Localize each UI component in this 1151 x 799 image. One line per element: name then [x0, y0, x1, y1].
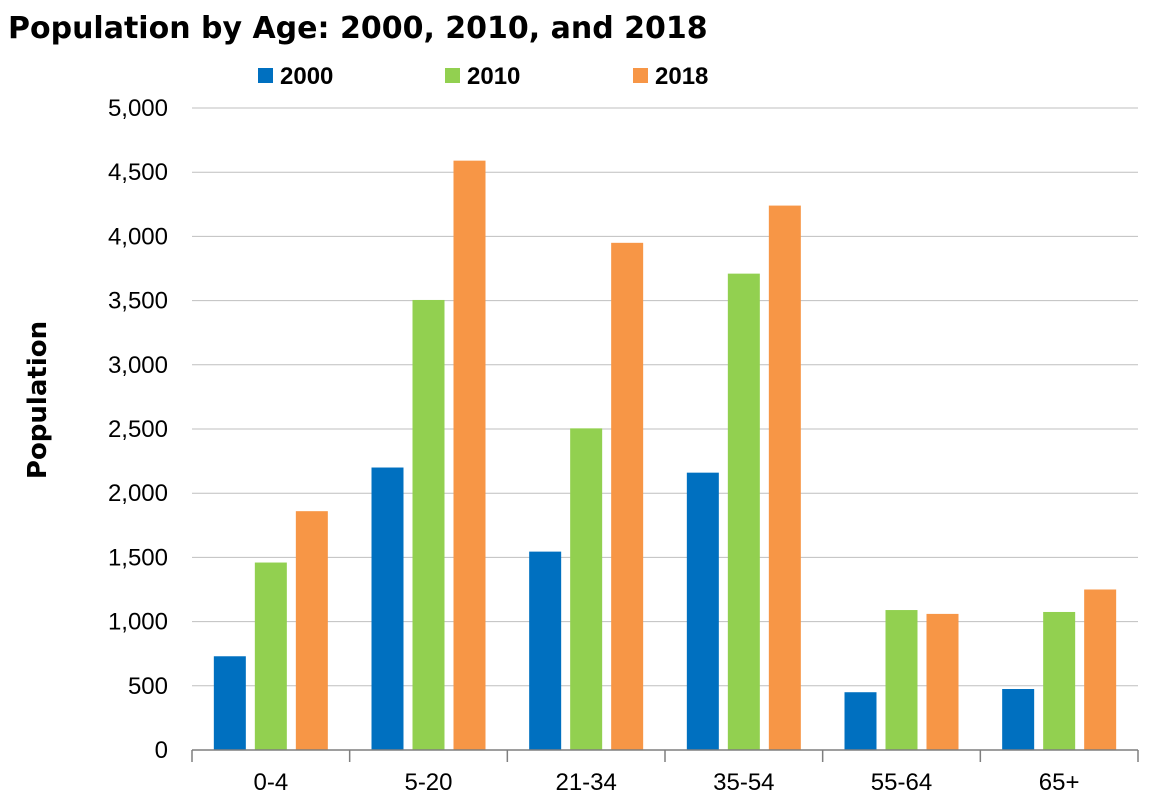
y-tick-label: 1,000: [108, 609, 168, 636]
y-tick-label: 500: [128, 673, 168, 700]
bar-2000-21-34: [529, 551, 562, 750]
bar-2010-55-64: [885, 610, 918, 750]
bar-2010-5-20: [412, 299, 445, 750]
x-axis: [191, 749, 1139, 762]
y-tick-label: 5,000: [108, 95, 168, 122]
y-tick-label: 3,500: [108, 288, 168, 315]
bar-2018-65+: [1084, 589, 1117, 750]
x-tick-label: 55-64: [871, 769, 932, 796]
bar-2000-0-4: [213, 656, 246, 750]
bar-2018-0-4: [295, 511, 328, 750]
y-tick-label: 2,500: [108, 416, 168, 443]
bars: [213, 160, 1117, 751]
bar-2018-55-64: [926, 613, 959, 750]
bar-2000-65+: [1002, 689, 1035, 750]
x-tick-label: 5-20: [404, 769, 452, 796]
gridlines: [192, 107, 1138, 687]
y-tick-label: 4,000: [108, 223, 168, 250]
legend-label: 2000: [280, 63, 333, 90]
bar-2010-35-54: [727, 273, 760, 750]
y-tick-labels: 0 500 1,000 1,500 2,000 2,500 3,000 3,500 4,000 4…: [108, 95, 168, 764]
legend-label: 2010: [467, 63, 520, 90]
bar-2000-35-54: [686, 472, 719, 750]
legend-swatch-2018: [633, 68, 648, 83]
y-tick-label: 0: [155, 737, 168, 764]
bar-2010-0-4: [254, 562, 287, 750]
x-tick-label: 65+: [1039, 769, 1080, 796]
bar-2010-65+: [1043, 611, 1076, 750]
x-tick-label: 0-4: [253, 769, 288, 796]
y-tick-label: 1,500: [108, 544, 168, 571]
x-tick-label: 35-54: [713, 769, 774, 796]
bar-2018-21-34: [611, 242, 644, 750]
y-tick-label: 4,500: [108, 159, 168, 186]
y-tick-label: 3,000: [108, 352, 168, 379]
legend-swatch-2010: [445, 68, 460, 83]
bar-2018-5-20: [453, 160, 486, 751]
legend: 2000 2010 2018: [258, 63, 708, 90]
bar-2000-5-20: [371, 467, 404, 750]
y-axis-label: Population: [23, 321, 53, 479]
legend-swatch-2000: [258, 68, 273, 83]
y-tick-label: 2,000: [108, 480, 168, 507]
legend-label: 2018: [655, 63, 708, 90]
bar-2000-55-64: [844, 692, 877, 750]
x-tick-labels: 0-4 5-20 21-34 35-54 55-64 65+: [253, 769, 1079, 796]
chart-title: Population by Age: 2000, 2010, and 2018: [8, 11, 708, 46]
bar-2010-21-34: [570, 428, 603, 750]
x-tick-label: 21-34: [555, 769, 616, 796]
bar-2018-35-54: [768, 205, 801, 751]
